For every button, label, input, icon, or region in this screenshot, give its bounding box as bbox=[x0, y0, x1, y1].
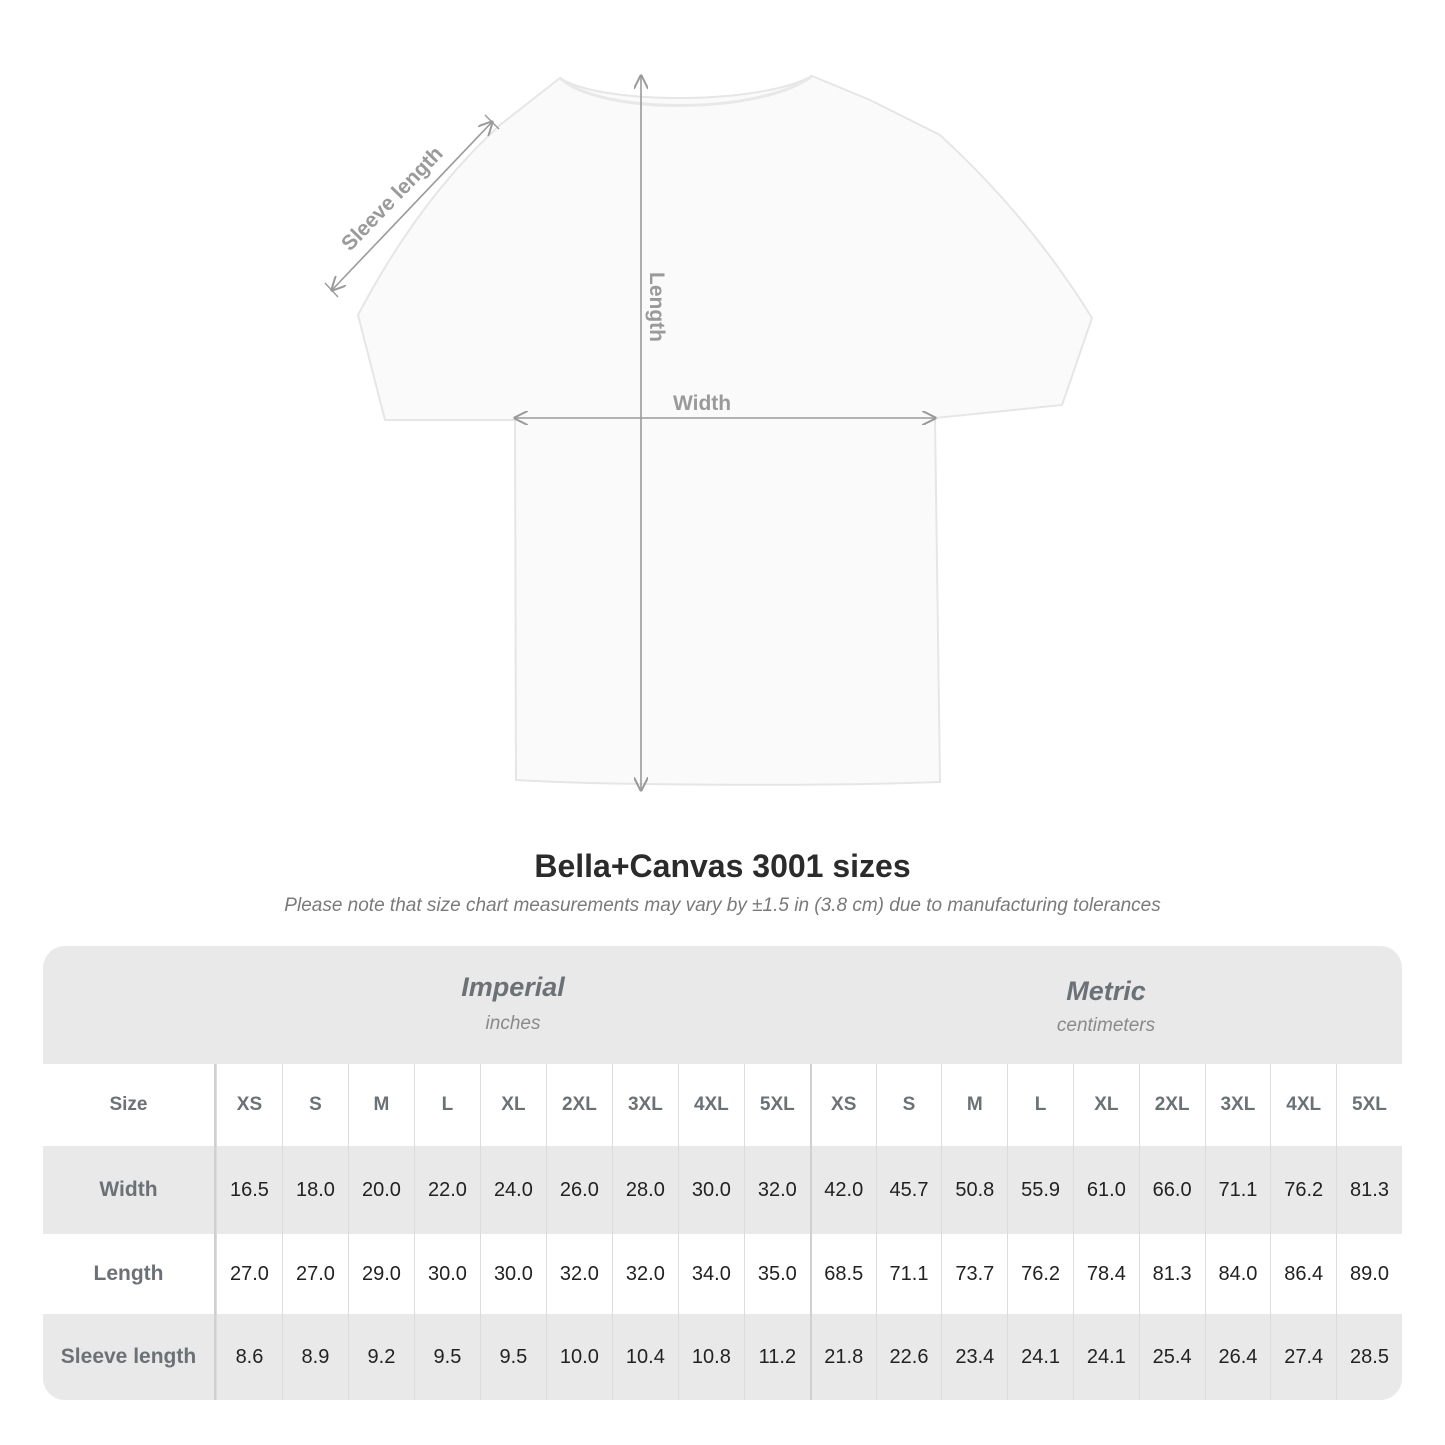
metric-value-cell: 28.5 bbox=[1336, 1314, 1402, 1400]
width-label: Width bbox=[673, 392, 731, 415]
metric-size-header: M bbox=[941, 1064, 1007, 1146]
imperial-size-header: 2XL bbox=[545, 1064, 612, 1146]
size-header-row: Size XS S M L XL 2XL 3XL 4XL 5XL XS S M L XL 2XL 3XL 4XL 5… bbox=[43, 1064, 1402, 1146]
table-row: Sleeve length 8.6 8.9 9.2 9.5 9.5 10.0 10.4 10.8… bbox=[43, 1314, 1402, 1400]
metric-size-header: 5XL bbox=[1336, 1064, 1402, 1146]
metric-value-cell: 42.0 bbox=[809, 1146, 876, 1234]
metric-value-cell: 24.1 bbox=[1007, 1314, 1073, 1400]
metric-value-cell: 61.0 bbox=[1072, 1146, 1139, 1234]
imperial-value-cell: 16.5 bbox=[215, 1146, 282, 1234]
imperial-value-cell: 28.0 bbox=[611, 1146, 678, 1234]
metric-title: Metric bbox=[1066, 976, 1146, 1006]
imperial-size-header: XS bbox=[215, 1064, 282, 1146]
imperial-value-cell: 35.0 bbox=[743, 1234, 810, 1314]
metric-size-header: 4XL bbox=[1270, 1064, 1336, 1146]
length-label: Length bbox=[645, 272, 668, 342]
imperial-size-header: 4XL bbox=[677, 1064, 744, 1146]
row-label: Sleeve length bbox=[43, 1314, 216, 1400]
metric-size-header: 3XL bbox=[1204, 1064, 1271, 1146]
row-label: Length bbox=[43, 1234, 216, 1314]
imperial-value-cell: 32.0 bbox=[611, 1234, 678, 1314]
metric-value-cell: 89.0 bbox=[1336, 1234, 1402, 1314]
imperial-unit: inches bbox=[485, 1013, 541, 1034]
metric-value-cell: 78.4 bbox=[1072, 1234, 1139, 1314]
metric-value-cell: 55.9 bbox=[1007, 1146, 1073, 1234]
metric-header: Metric centimeters bbox=[810, 946, 1402, 1064]
metric-value-cell: 27.4 bbox=[1270, 1314, 1336, 1400]
size-table: Imperial inches Metric centimeters Size X… bbox=[43, 946, 1402, 1400]
sleeve-length-arrow bbox=[332, 122, 492, 290]
metric-value-cell: 68.5 bbox=[809, 1234, 876, 1314]
imperial-value-cell: 27.0 bbox=[281, 1234, 348, 1314]
table-row: Width 16.5 18.0 20.0 22.0 24.0 26.0 28.0 30.0 32.… bbox=[43, 1146, 1402, 1234]
imperial-header: Imperial inches bbox=[216, 946, 810, 1064]
imperial-value-cell: 30.0 bbox=[413, 1234, 480, 1314]
metric-value-cell: 50.8 bbox=[941, 1146, 1007, 1234]
metric-size-header: L bbox=[1007, 1064, 1073, 1146]
imperial-value-cell: 27.0 bbox=[215, 1234, 282, 1314]
imperial-value-cell: 18.0 bbox=[281, 1146, 348, 1234]
metric-value-cell: 26.4 bbox=[1204, 1314, 1271, 1400]
imperial-value-cell: 9.2 bbox=[347, 1314, 414, 1400]
imperial-value-cell: 8.9 bbox=[281, 1314, 348, 1400]
imperial-value-cell: 22.0 bbox=[413, 1146, 480, 1234]
imperial-value-cell: 9.5 bbox=[413, 1314, 480, 1400]
imperial-value-cell: 29.0 bbox=[347, 1234, 414, 1314]
metric-size-header: 2XL bbox=[1138, 1064, 1205, 1146]
imperial-size-header: S bbox=[281, 1064, 348, 1146]
imperial-size-header: L bbox=[413, 1064, 480, 1146]
row-label: Width bbox=[43, 1146, 216, 1234]
table-row: Length 27.0 27.0 29.0 30.0 30.0 32.0 32.0 34.0 35… bbox=[43, 1234, 1402, 1314]
metric-value-cell: 71.1 bbox=[1204, 1146, 1271, 1234]
imperial-value-cell: 9.5 bbox=[479, 1314, 546, 1400]
metric-value-cell: 23.4 bbox=[941, 1314, 1007, 1400]
imperial-value-cell: 30.0 bbox=[479, 1234, 546, 1314]
imperial-size-header: 5XL bbox=[743, 1064, 810, 1146]
metric-size-header: XL bbox=[1072, 1064, 1139, 1146]
metric-unit: centimeters bbox=[1056, 1015, 1156, 1036]
imperial-title: Imperial bbox=[461, 972, 565, 1002]
imperial-value-cell: 32.0 bbox=[545, 1234, 612, 1314]
imperial-value-cell: 24.0 bbox=[479, 1146, 546, 1234]
metric-value-cell: 73.7 bbox=[941, 1234, 1007, 1314]
metric-value-cell: 81.3 bbox=[1138, 1234, 1205, 1314]
metric-value-cell: 76.2 bbox=[1007, 1234, 1073, 1314]
imperial-value-cell: 8.6 bbox=[215, 1314, 282, 1400]
metric-value-cell: 45.7 bbox=[875, 1146, 942, 1234]
metric-value-cell: 66.0 bbox=[1138, 1146, 1205, 1234]
metric-value-cell: 24.1 bbox=[1072, 1314, 1139, 1400]
imperial-value-cell: 10.8 bbox=[677, 1314, 744, 1400]
metric-size-header: S bbox=[875, 1064, 942, 1146]
imperial-value-cell: 20.0 bbox=[347, 1146, 414, 1234]
metric-value-cell: 76.2 bbox=[1270, 1146, 1336, 1234]
chart-subtitle: Please note that size chart measurements… bbox=[284, 895, 1161, 916]
imperial-value-cell: 10.4 bbox=[611, 1314, 678, 1400]
metric-value-cell: 21.8 bbox=[809, 1314, 876, 1400]
metric-value-cell: 81.3 bbox=[1336, 1146, 1402, 1234]
metric-value-cell: 86.4 bbox=[1270, 1234, 1336, 1314]
imperial-size-header: XL bbox=[479, 1064, 546, 1146]
imperial-value-cell: 10.0 bbox=[545, 1314, 612, 1400]
imperial-value-cell: 26.0 bbox=[545, 1146, 612, 1234]
imperial-size-header: M bbox=[347, 1064, 414, 1146]
metric-size-header: XS bbox=[809, 1064, 876, 1146]
tshirt-shape bbox=[356, 74, 1094, 786]
tshirt-diagram: Sleeve length Length Width bbox=[324, 0, 1094, 830]
imperial-value-cell: 11.2 bbox=[743, 1314, 810, 1400]
metric-value-cell: 84.0 bbox=[1204, 1234, 1271, 1314]
chart-title: Bella+Canvas 3001 sizes bbox=[534, 848, 911, 884]
imperial-value-cell: 34.0 bbox=[677, 1234, 744, 1314]
imperial-value-cell: 30.0 bbox=[677, 1146, 744, 1234]
imperial-size-header: 3XL bbox=[611, 1064, 678, 1146]
metric-value-cell: 71.1 bbox=[875, 1234, 942, 1314]
metric-value-cell: 22.6 bbox=[875, 1314, 942, 1400]
metric-value-cell: 25.4 bbox=[1138, 1314, 1205, 1400]
row-label: Size bbox=[43, 1064, 216, 1146]
imperial-value-cell: 32.0 bbox=[743, 1146, 810, 1234]
